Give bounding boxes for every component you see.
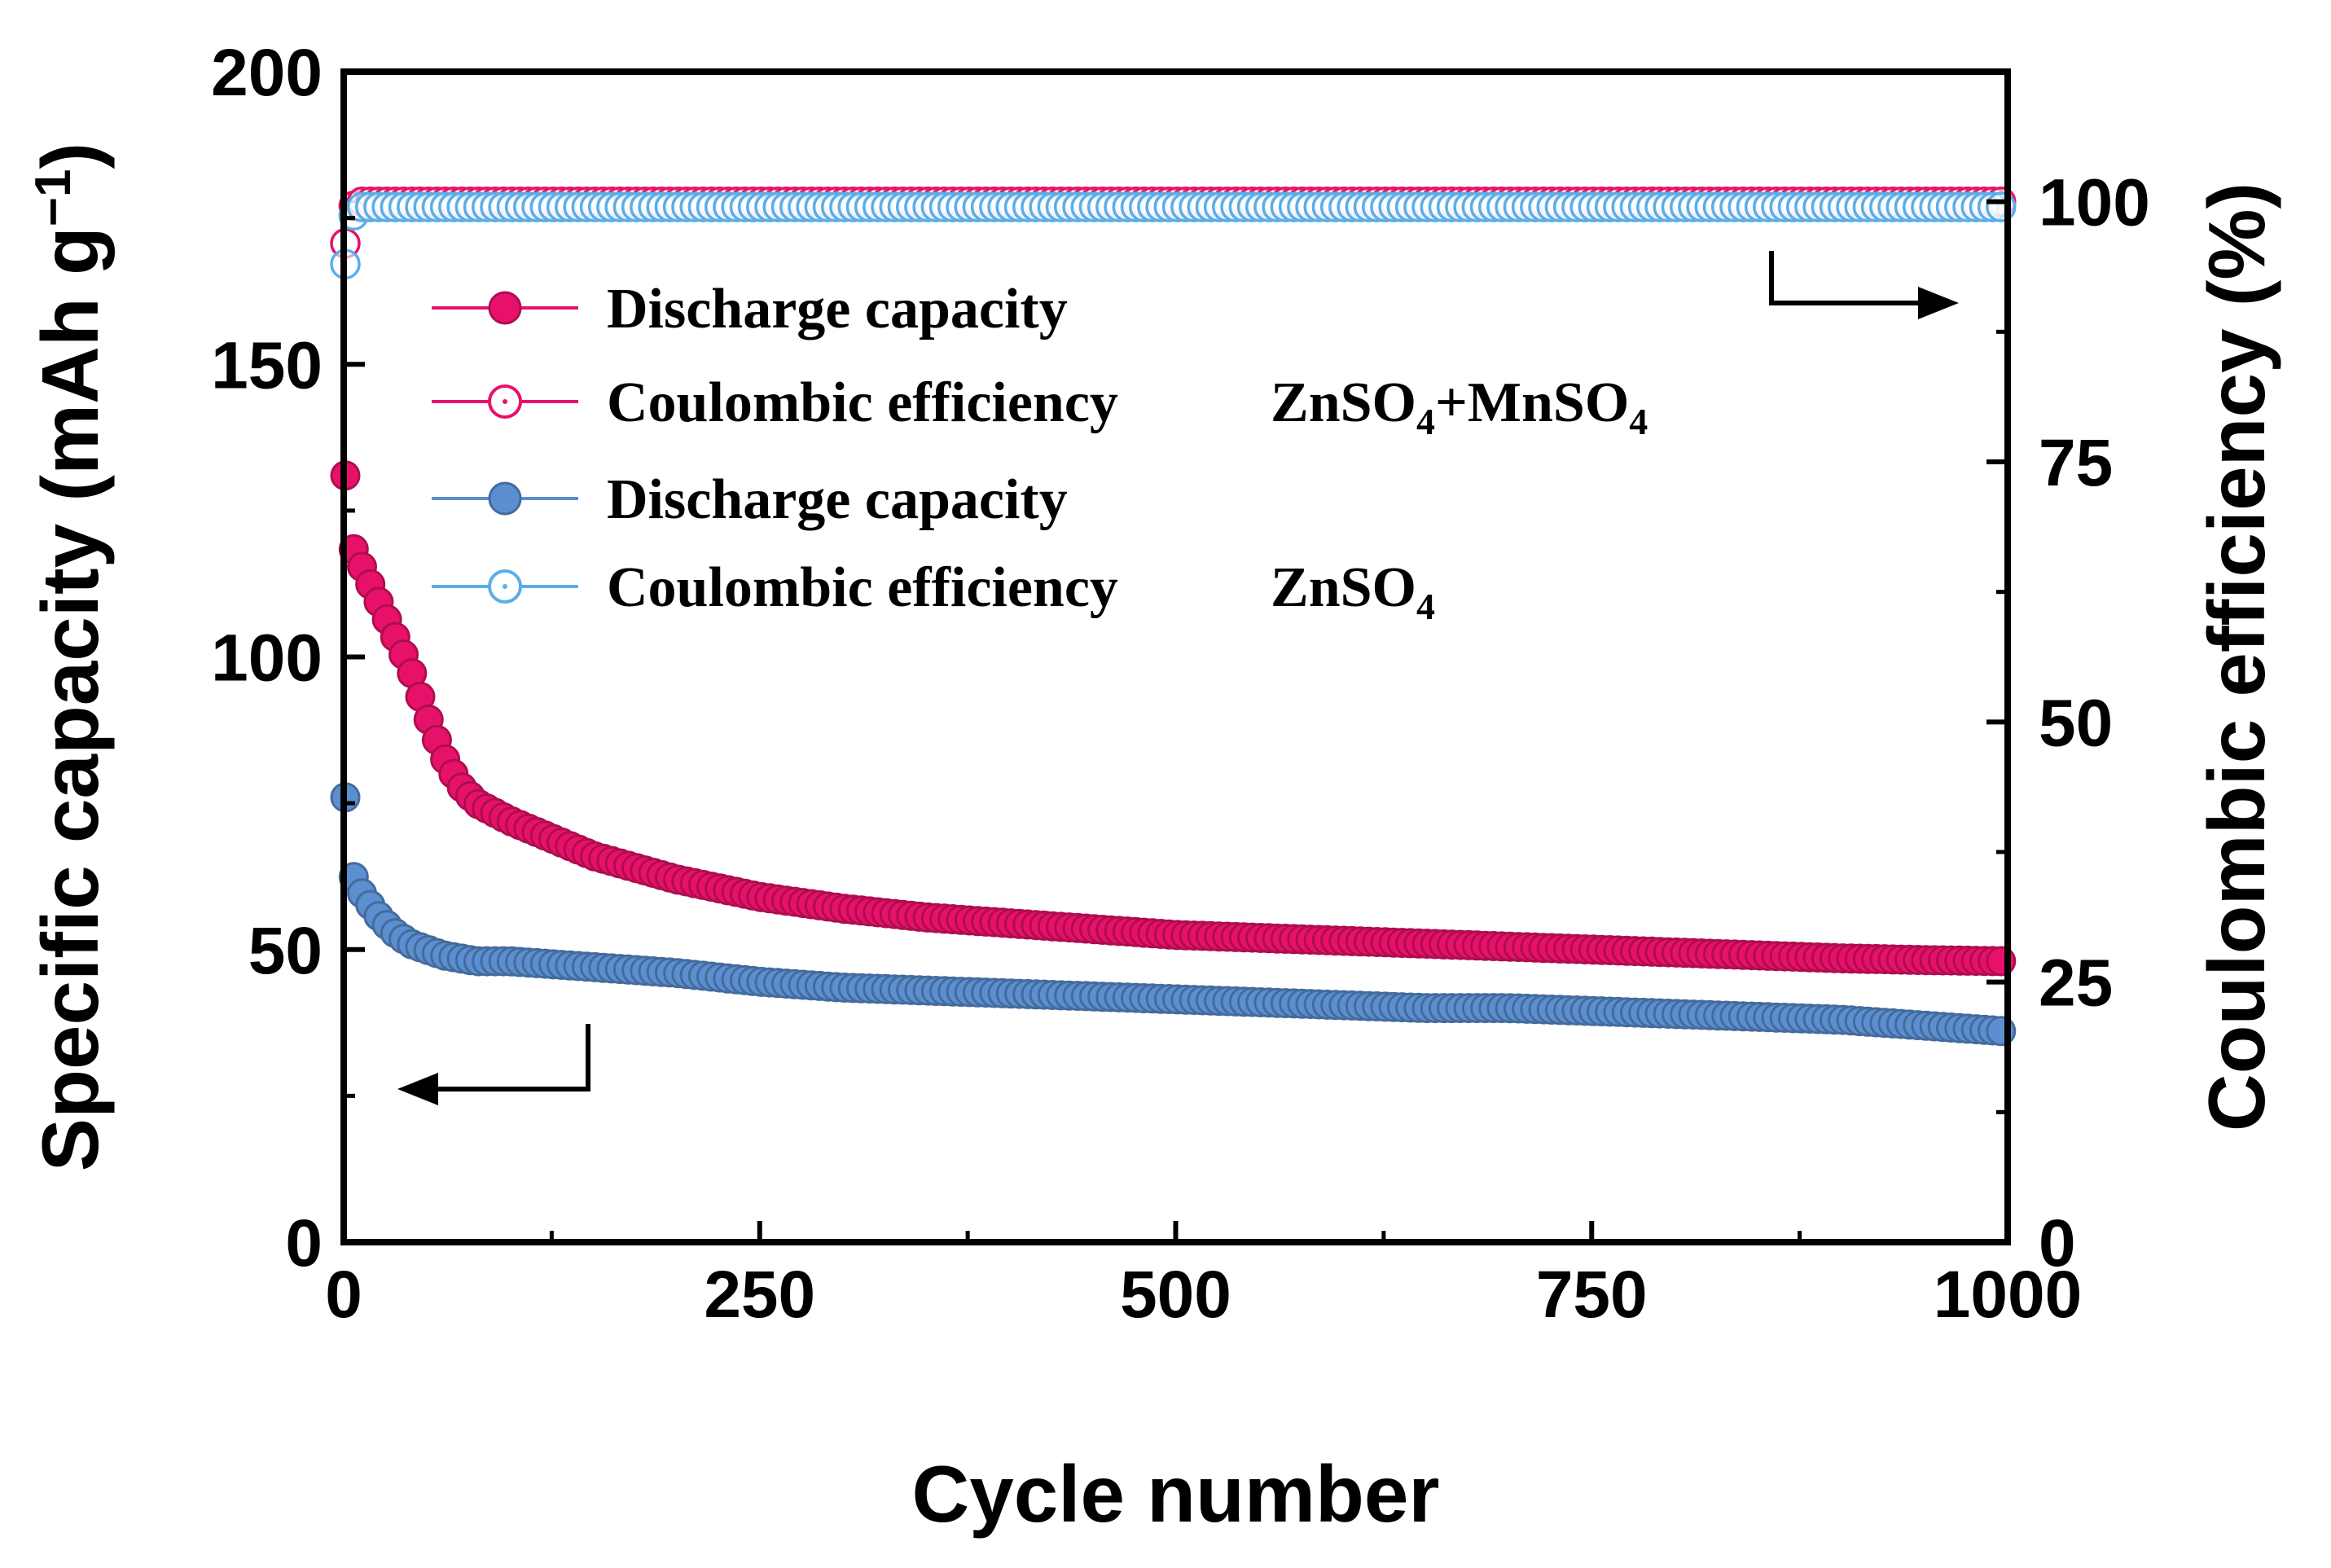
y-right-axis-title: Coulombic efficiency (%) bbox=[2192, 182, 2281, 1131]
y-left-tick-label: 150 bbox=[211, 328, 323, 402]
x-tick-label: 1000 bbox=[1934, 1258, 2082, 1332]
legend-group-label: ZnSO4+MnSO4 bbox=[1271, 371, 1648, 442]
series-1 bbox=[330, 460, 2017, 977]
plot-frame bbox=[340, 68, 2011, 1245]
legend-label: Discharge capacity bbox=[607, 278, 1068, 340]
legend-marker-dot bbox=[503, 399, 507, 404]
y-right-tick-label: 25 bbox=[2039, 947, 2113, 1021]
legend-entry-4: Coulombic efficiency ZnSO4 bbox=[432, 556, 1435, 627]
y-right-tick-label: 75 bbox=[2039, 426, 2113, 500]
y-right-tick-label: 0 bbox=[2039, 1206, 2076, 1280]
legend-entry-3: Discharge capacity bbox=[432, 468, 1068, 531]
legend: Discharge capacity Coulombic efficiency Zn… bbox=[432, 278, 1648, 627]
series-3 bbox=[330, 782, 2017, 1047]
legend-label: Coulombic efficiency bbox=[607, 556, 1118, 619]
legend-entry-1: Discharge capacity bbox=[432, 278, 1068, 340]
legend-marker bbox=[488, 291, 522, 325]
x-tick-label: 750 bbox=[1536, 1258, 1648, 1332]
legend-group-label: ZnSO4 bbox=[1271, 556, 1435, 627]
x-axis-title: Cycle number bbox=[911, 1449, 1439, 1539]
x-tick-label: 0 bbox=[325, 1258, 362, 1332]
y-left-tick-label: 100 bbox=[211, 621, 323, 696]
legend-marker-dot bbox=[503, 584, 507, 589]
y-left-tick-label: 50 bbox=[248, 914, 323, 988]
right-axis-arrow bbox=[1769, 251, 1934, 305]
left-axis-arrowhead bbox=[397, 1073, 438, 1105]
x-tick-label: 250 bbox=[704, 1258, 815, 1332]
x-tick-label: 500 bbox=[1120, 1258, 1231, 1332]
y-left-axis-title: Specific capacity (mAh g−1) bbox=[25, 143, 115, 1171]
y-right-tick-label: 50 bbox=[2039, 686, 2113, 760]
y-left-tick-label: 0 bbox=[285, 1206, 323, 1280]
series-4 bbox=[330, 191, 2017, 280]
axes-layer: 0 250 500 750 10000501001502000255075100Cycl… bbox=[25, 36, 2281, 1539]
series-layer bbox=[330, 186, 2017, 1047]
right-axis-arrowhead bbox=[1918, 287, 1959, 319]
left-axis-arrow bbox=[424, 1024, 590, 1091]
legend-entry-2: Coulombic efficiency ZnSO4+MnSO4 bbox=[432, 371, 1648, 442]
legend-label: Discharge capacity bbox=[607, 468, 1068, 531]
legend-label: Coulombic efficiency bbox=[607, 371, 1118, 434]
y-left-tick-label: 200 bbox=[211, 36, 323, 110]
legend-marker bbox=[488, 481, 522, 516]
axis-arrows bbox=[397, 251, 1959, 1105]
y-right-tick-label: 100 bbox=[2039, 166, 2150, 240]
